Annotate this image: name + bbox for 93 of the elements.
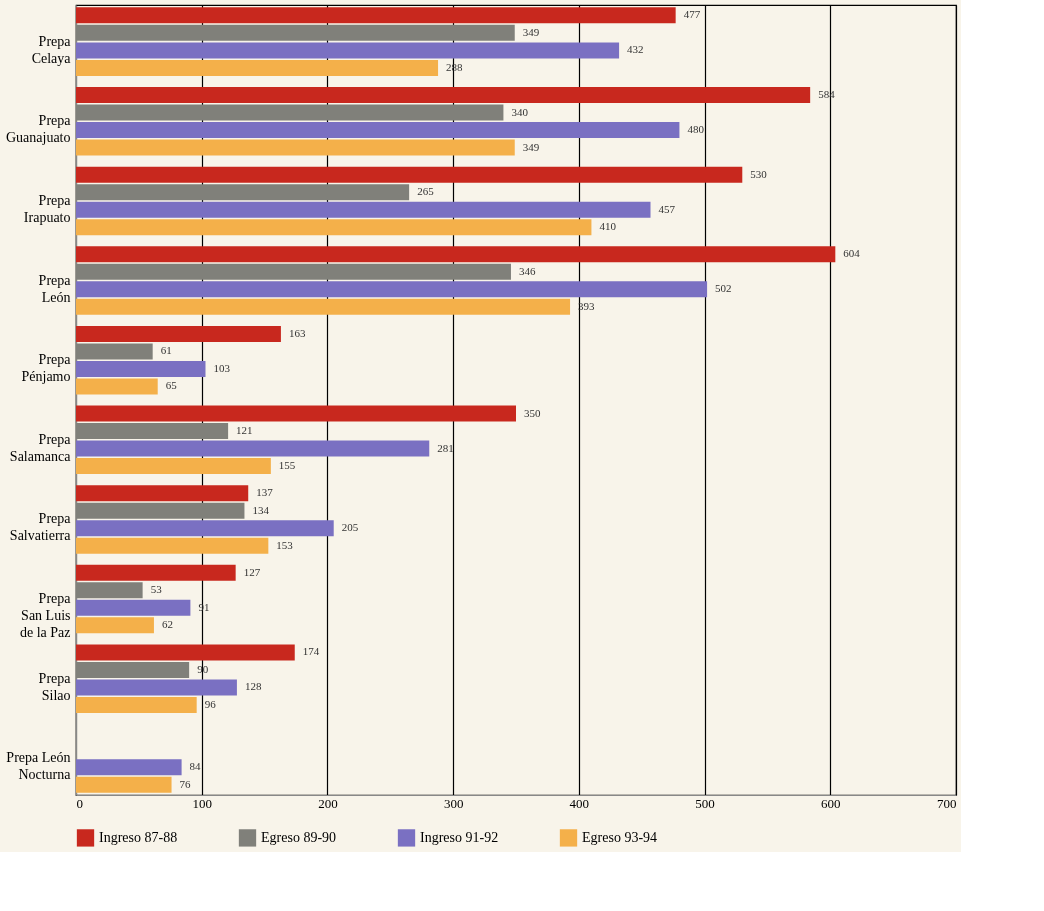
data-label: 174 <box>302 645 320 658</box>
bar <box>76 423 229 440</box>
x-tick-label: 200 <box>318 795 338 811</box>
data-label: 346 <box>518 264 536 277</box>
bar <box>76 776 172 793</box>
data-label: 155 <box>278 459 296 472</box>
bar <box>76 343 153 360</box>
bar <box>76 485 249 502</box>
bar <box>76 458 271 475</box>
bar <box>76 166 743 183</box>
bar <box>76 405 516 422</box>
bar <box>76 42 620 59</box>
bar <box>76 201 651 218</box>
data-label: 502 <box>715 282 732 295</box>
data-label: 432 <box>627 43 644 56</box>
data-label: 163 <box>288 326 306 339</box>
y-tick-label: Prepa Silao <box>38 670 72 703</box>
x-tick-label: 300 <box>443 795 464 811</box>
bar <box>76 644 295 661</box>
bar <box>76 759 182 776</box>
bar <box>76 122 680 139</box>
bar <box>76 263 511 280</box>
data-label: 62 <box>161 618 173 631</box>
bar <box>76 281 708 298</box>
bar <box>76 582 143 599</box>
data-label: 53 <box>150 583 163 596</box>
x-tick-label: 0 <box>76 795 83 811</box>
data-label: 205 <box>341 521 359 534</box>
y-tick-label: Prepa San Luis de la Paz <box>19 591 72 641</box>
data-label: 128 <box>244 680 262 693</box>
bar <box>76 86 811 103</box>
y-tick-label: Prepa Irapuato <box>23 192 72 225</box>
bar <box>76 139 515 156</box>
bar <box>76 219 592 236</box>
data-label: 76 <box>179 777 192 790</box>
y-tick-label: Prepa Guanajuato <box>5 113 72 146</box>
data-label: 477 <box>683 8 701 21</box>
data-label: 121 <box>236 424 253 437</box>
bar <box>76 59 439 76</box>
y-tick-label: Prepa León Nocturna <box>6 750 72 783</box>
bar <box>76 360 206 377</box>
data-label: 127 <box>243 565 261 578</box>
bar <box>76 440 430 457</box>
bar <box>76 564 236 581</box>
x-tick-label: 100 <box>192 795 212 811</box>
bar <box>76 679 237 696</box>
data-label: 137 <box>256 486 274 499</box>
x-tick-label: 500 <box>695 795 715 811</box>
data-label: 349 <box>522 25 540 38</box>
bar <box>76 537 269 554</box>
bar <box>76 104 504 121</box>
data-label: 65 <box>165 379 178 392</box>
bar <box>76 325 281 342</box>
data-label: 410 <box>599 220 617 233</box>
data-label: 530 <box>750 167 768 180</box>
bar <box>76 246 836 263</box>
legend-label: Egreso 93-94 <box>582 829 658 845</box>
bar <box>76 661 190 678</box>
data-label: 153 <box>276 538 294 551</box>
data-label: 349 <box>522 140 540 153</box>
data-label: 134 <box>252 503 270 516</box>
bar <box>76 617 154 634</box>
legend-label: Egreso 89-90 <box>261 829 337 845</box>
data-label: 480 <box>687 123 705 136</box>
bar <box>76 7 676 24</box>
y-tick-label: Prepa Celaya <box>31 33 72 66</box>
y-tick-label: Prepa León <box>38 272 72 305</box>
y-tick-label: Prepa Salvatierra <box>9 511 72 544</box>
bar <box>76 298 571 315</box>
bar <box>76 378 158 395</box>
legend-label: Ingreso 91-92 <box>420 829 499 845</box>
bar <box>76 502 245 519</box>
data-label: 96 <box>204 698 217 711</box>
x-tick-label: 600 <box>821 795 841 811</box>
data-label: 61 <box>160 344 172 357</box>
data-label: 457 <box>658 202 676 215</box>
y-tick-label: Prepa Pénjamo <box>21 352 72 385</box>
bar <box>76 184 410 201</box>
legend-label: Ingreso 87-88 <box>99 829 178 845</box>
data-label: 103 <box>213 361 231 374</box>
data-label: 84 <box>189 760 202 773</box>
bar <box>76 599 191 616</box>
x-tick-label: 400 <box>569 795 590 811</box>
data-label: 281 <box>437 441 454 454</box>
x-tick-label: 700 <box>937 795 957 811</box>
data-label: 350 <box>524 406 541 419</box>
bar <box>76 520 334 537</box>
data-label: 340 <box>511 105 529 118</box>
data-label: 265 <box>417 185 435 198</box>
bar <box>76 697 197 714</box>
bar <box>76 24 515 41</box>
y-tick-label: Prepa Salamanca <box>9 431 72 464</box>
data-label: 604 <box>843 247 861 260</box>
